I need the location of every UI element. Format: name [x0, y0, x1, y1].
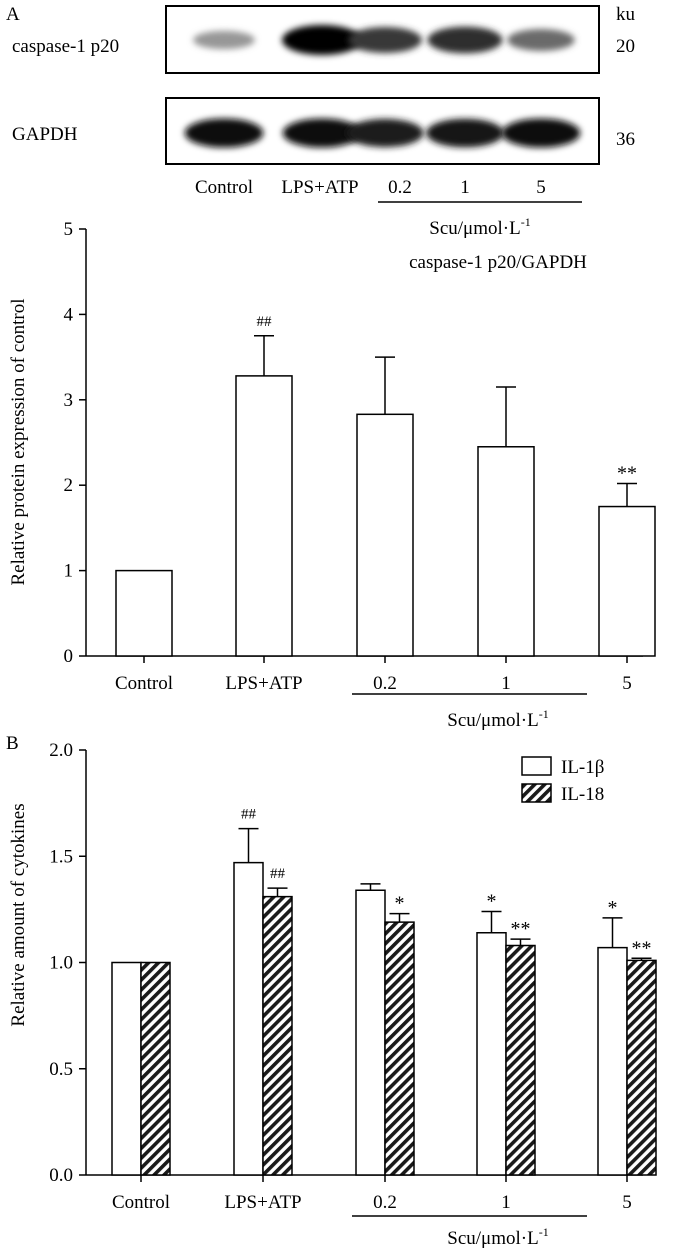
bar	[476, 932, 507, 1176]
blot-band	[282, 118, 362, 148]
y-tick-label: 2	[64, 475, 74, 496]
caspase-bands	[193, 25, 575, 55]
legend-label-il18: IL-18	[561, 784, 604, 805]
blot-band	[348, 26, 422, 54]
blot-row-label-caspase: caspase-1 p20	[12, 36, 119, 57]
blot-band	[427, 26, 503, 54]
blot-lane-1: 1	[460, 177, 470, 198]
x-tick-label: 0.2	[373, 1192, 397, 1213]
chart1-bars: ## **	[115, 314, 656, 657]
y-tick-label: 5	[64, 219, 74, 240]
chart2-group-label: Scu/μmol·L-1	[447, 1225, 548, 1249]
x-tick-label: 5	[622, 673, 632, 694]
legend-swatch-il1b	[521, 756, 552, 776]
bar	[598, 505, 656, 657]
bar	[505, 944, 536, 1176]
bar	[115, 569, 173, 657]
bar	[626, 959, 657, 1176]
blot-kda-gapdh: 36	[616, 129, 635, 150]
y-tick-label: 3	[64, 390, 74, 411]
bar	[355, 889, 386, 1176]
x-tick-label: LPS+ATP	[225, 673, 302, 694]
significance-label: **	[617, 462, 637, 484]
significance-label: ##	[270, 866, 286, 882]
significance-label: *	[608, 897, 618, 919]
y-tick-label: 1.5	[49, 846, 73, 867]
blot-band	[426, 118, 504, 148]
bar	[477, 446, 535, 657]
blot-treatment-label: Scu/μmol·L-1	[429, 215, 530, 239]
gapdh-bands	[184, 118, 581, 148]
blot-row-label-gapdh: GAPDH	[12, 124, 78, 145]
chart2-axes: 0.0 0.5 1.0 1.5 2.0 Control LPS+ATP 0.2 1 5	[49, 740, 643, 1213]
y-tick-label: 0.0	[49, 1165, 73, 1186]
y-tick-label: 1.0	[49, 953, 73, 974]
blot-kda-caspase: 20	[616, 36, 635, 57]
chart2-ylabel: Relative amount of cytokines	[8, 803, 29, 1026]
legend-swatch-il18	[521, 783, 552, 803]
blot-lane-lps-atp: LPS+ATP	[281, 177, 358, 198]
blot-lane-0-2: 0.2	[388, 177, 412, 198]
bar	[356, 413, 414, 657]
y-tick-label: 0.5	[49, 1059, 73, 1080]
x-tick-label: Control	[112, 1192, 170, 1213]
significance-label: *	[395, 893, 405, 915]
blot-band	[501, 118, 581, 148]
x-tick-label: 1	[501, 1192, 511, 1213]
legend-label-il1b: IL-1β	[561, 757, 604, 778]
panel-b-label: B	[6, 733, 19, 754]
chart-cytokines: B 0.0 0.5 1.0 1.5 2.0 Control LPS+ATP 0.2 1 5 ## *…	[6, 733, 657, 1249]
y-tick-label: 0	[64, 646, 74, 667]
significance-label: **	[511, 918, 531, 940]
chart1-group-label: Scu/μmol·L-1	[447, 707, 548, 731]
blot-band	[346, 118, 424, 148]
panel-a-label: A	[6, 4, 20, 25]
y-tick-label: 2.0	[49, 740, 73, 761]
significance-label: *	[487, 891, 497, 913]
chart2-bars: ##* *##*****	[111, 807, 657, 1176]
x-tick-label: 1	[501, 673, 511, 694]
chart2-legend: IL-1β IL-18	[521, 756, 604, 805]
x-tick-label: 5	[622, 1192, 632, 1213]
x-tick-label: Control	[115, 673, 173, 694]
bar	[597, 946, 628, 1176]
y-tick-label: 4	[64, 304, 74, 325]
x-tick-label: LPS+ATP	[224, 1192, 301, 1213]
blot-band	[507, 29, 575, 51]
blot-band	[282, 25, 362, 55]
blot-lane-5: 5	[536, 177, 546, 198]
western-blot: A ku caspase-1 p20 20 GAPDH 36 Control L…	[6, 4, 636, 239]
chart1-ylabel: Relative protein expression of control	[8, 298, 29, 585]
bar	[111, 961, 142, 1176]
chart1-title: caspase-1 p20/GAPDH	[409, 252, 587, 273]
blot-lane-control: Control	[195, 177, 253, 198]
y-tick-label: 1	[64, 561, 74, 582]
bar	[262, 895, 293, 1176]
blot-unit-label: ku	[616, 4, 636, 25]
bar	[384, 921, 415, 1176]
significance-label: ##	[241, 807, 257, 823]
bar	[235, 375, 293, 657]
blot-band	[193, 30, 255, 50]
significance-label: **	[632, 937, 652, 959]
x-tick-label: 0.2	[373, 673, 397, 694]
bar	[233, 861, 264, 1176]
bar	[140, 961, 171, 1176]
blot-band	[184, 118, 264, 148]
significance-label: ##	[257, 314, 273, 330]
chart-caspase: caspase-1 p20/GAPDH 0 1 2 3 4 5 Control LPS+ATP…	[8, 219, 656, 731]
